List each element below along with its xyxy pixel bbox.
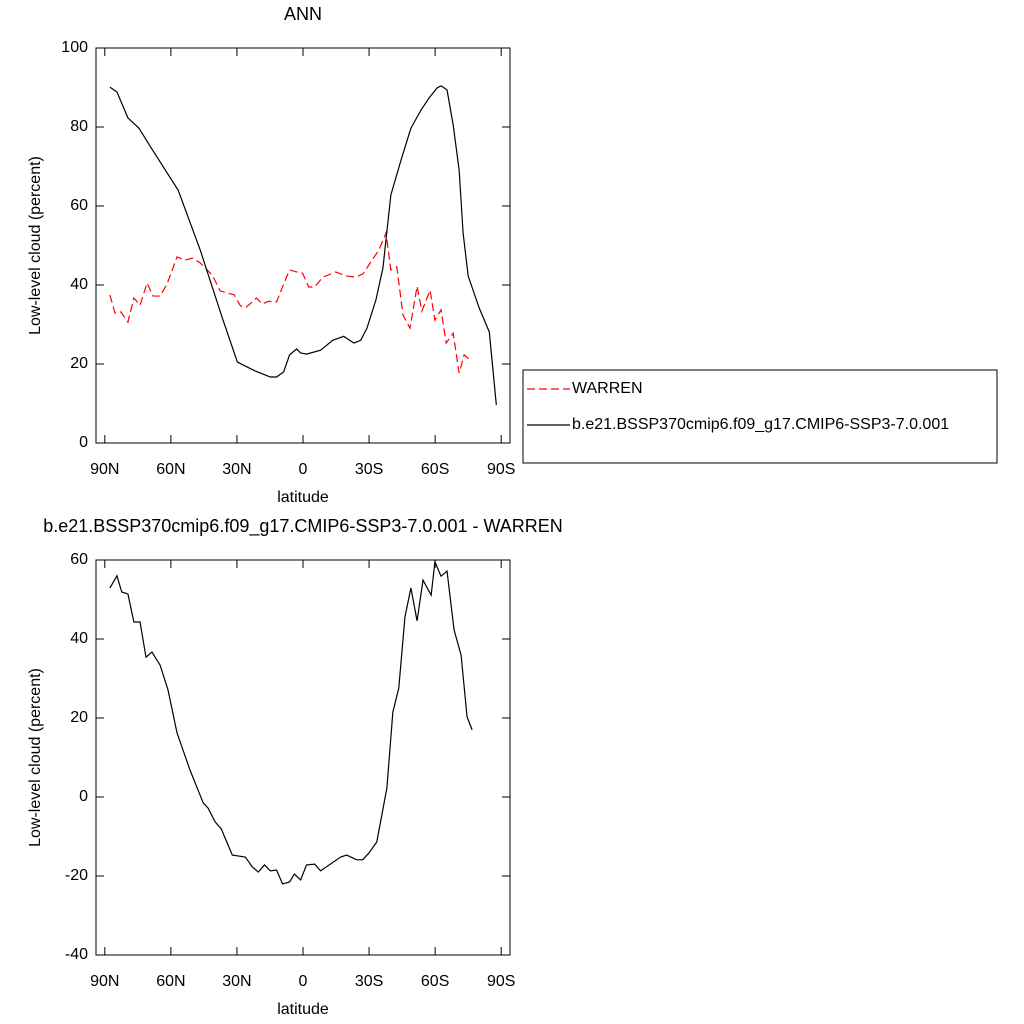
y-tick-label: 0: [79, 788, 88, 805]
y-tick-label: 40: [70, 630, 88, 647]
x-axis-label: latitude: [277, 489, 329, 506]
y-tick-label: 80: [70, 118, 88, 135]
y-tick-label: 0: [79, 434, 88, 451]
x-tick-label: 30N: [222, 461, 251, 478]
y-tick-label: 40: [70, 276, 88, 293]
x-tick-label: 0: [299, 461, 308, 478]
y-tick-label: -40: [65, 946, 88, 963]
legend-box: [522, 369, 998, 464]
y-tick-label: 60: [70, 197, 88, 214]
y-tick-label: 20: [70, 709, 88, 726]
chart-title: ANN: [284, 4, 322, 24]
chart-title: b.e21.BSSP370cmip6.f09_g17.CMIP6-SSP3-7.…: [43, 516, 563, 537]
x-tick-label: 60S: [421, 973, 449, 990]
x-tick-label: 90S: [487, 973, 515, 990]
legend-label: WARREN: [572, 380, 643, 397]
x-tick-label: 0: [299, 973, 308, 990]
data-line: [109, 85, 497, 406]
x-tick-label: 90N: [90, 461, 119, 478]
x-tick-label: 60N: [156, 461, 185, 478]
x-tick-label: 90S: [487, 461, 515, 478]
plot-frame: [95, 47, 511, 444]
legend-label: b.e21.BSSP370cmip6.f09_g17.CMIP6-SSP3-7.…: [572, 416, 949, 433]
y-tick-label: 20: [70, 355, 88, 372]
x-tick-label: 30S: [355, 973, 383, 990]
data-line: [109, 559, 473, 885]
x-axis-label: latitude: [277, 1001, 329, 1018]
x-tick-label: 60N: [156, 973, 185, 990]
y-axis-label: Low-level cloud (percent): [27, 156, 44, 335]
y-tick-label: 100: [61, 39, 88, 56]
x-tick-label: 90N: [90, 973, 119, 990]
plot-frame: [95, 559, 511, 956]
x-tick-label: 30N: [222, 973, 251, 990]
x-tick-label: 60S: [421, 461, 449, 478]
y-axis-label: Low-level cloud (percent): [27, 668, 44, 847]
y-tick-label: 60: [70, 551, 88, 568]
data-line: [109, 230, 472, 374]
x-tick-label: 30S: [355, 461, 383, 478]
y-tick-label: -20: [65, 867, 88, 884]
